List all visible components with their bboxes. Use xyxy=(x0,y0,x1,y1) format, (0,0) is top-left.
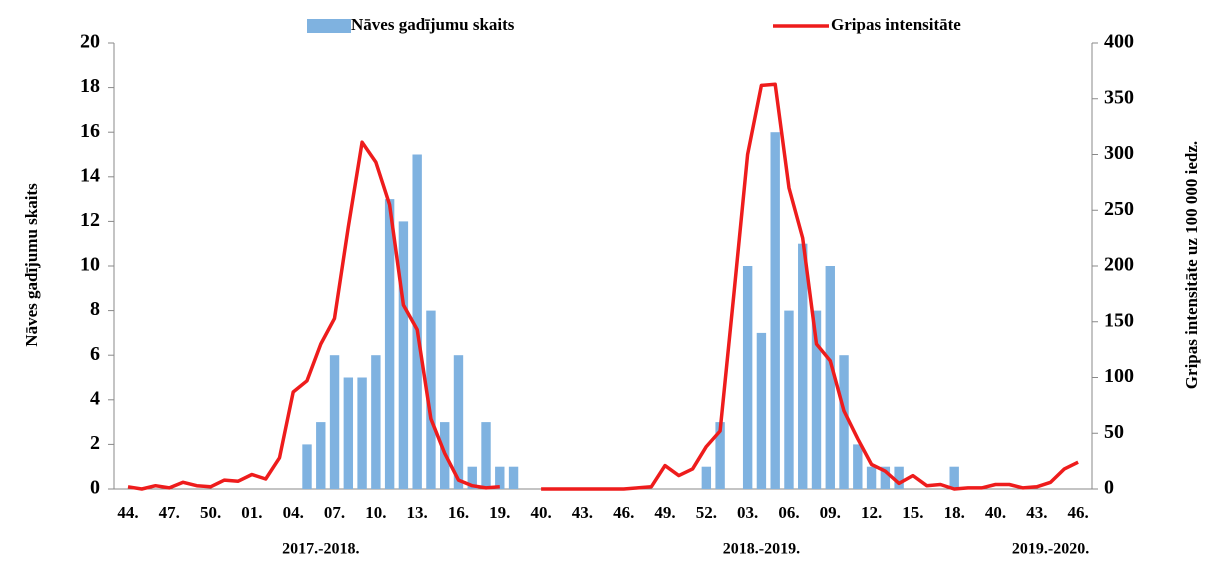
bar xyxy=(453,355,464,489)
y-tick-label: 16 xyxy=(80,120,100,142)
y2-tick-label: 0 xyxy=(1104,477,1114,499)
bar xyxy=(784,310,794,489)
bar xyxy=(839,355,849,489)
bar xyxy=(412,154,422,489)
y-tick-label: 18 xyxy=(80,75,100,97)
bar xyxy=(384,199,395,489)
y-tick-label: 6 xyxy=(90,343,100,365)
bar xyxy=(701,466,712,489)
legend-label: Gripas intensitāte xyxy=(831,15,961,34)
legend-swatch xyxy=(307,19,351,33)
bar xyxy=(508,466,519,489)
y2-tick-label: 200 xyxy=(1104,254,1134,276)
y-axis-label: Nāves gadījumu skaits xyxy=(22,183,41,347)
y-tick-label: 14 xyxy=(80,164,100,186)
x-tick-label: 06. xyxy=(778,503,799,522)
season-label: 2019.-2020. xyxy=(1012,541,1089,558)
bar xyxy=(866,466,877,489)
y2-axis-label: Gripas intensitāte uz 100 000 iedz. xyxy=(1182,141,1201,389)
bar xyxy=(343,377,354,489)
x-tick-label: 44. xyxy=(117,503,138,522)
y-tick-label: 0 xyxy=(90,477,100,499)
bar xyxy=(302,444,312,489)
y2-tick-label: 250 xyxy=(1104,198,1134,220)
bar xyxy=(357,377,367,489)
bar xyxy=(880,466,891,489)
x-tick-label: 40. xyxy=(530,503,551,522)
x-tick-label: 46. xyxy=(613,503,634,522)
y2-tick-label: 100 xyxy=(1104,365,1134,387)
bar xyxy=(481,422,491,489)
x-tick-label: 07. xyxy=(324,503,345,522)
bar xyxy=(398,221,409,489)
x-tick-label: 12. xyxy=(861,503,882,522)
x-tick-label: 47. xyxy=(159,503,180,522)
y-tick-label: 10 xyxy=(80,254,100,276)
y2-tick-label: 400 xyxy=(1104,31,1134,53)
x-tick-label: 04. xyxy=(283,503,304,522)
y2-tick-label: 300 xyxy=(1104,142,1134,164)
legend-label: Nāves gadījumu skaits xyxy=(351,15,515,34)
bar xyxy=(825,266,835,489)
bar xyxy=(371,355,381,489)
x-tick-label: 43. xyxy=(1026,503,1047,522)
y-tick-label: 2 xyxy=(90,432,100,454)
x-tick-label: 43. xyxy=(572,503,593,522)
bar xyxy=(467,466,477,489)
bar xyxy=(316,422,326,489)
x-tick-label: 52. xyxy=(696,503,717,522)
y2-tick-label: 350 xyxy=(1104,86,1134,108)
x-tick-label: 01. xyxy=(241,503,262,522)
bar xyxy=(798,243,808,489)
season-label: 2018.-2019. xyxy=(723,541,800,558)
line xyxy=(127,82,1079,491)
x-tick-label: 40. xyxy=(985,503,1006,522)
y-tick-label: 8 xyxy=(90,298,100,320)
x-tick-label: 49. xyxy=(654,503,675,522)
y2-tick-label: 50 xyxy=(1104,421,1124,443)
x-tick-label: 46. xyxy=(1068,503,1089,522)
x-tick-label: 16. xyxy=(448,503,469,522)
x-tick-label: 15. xyxy=(902,503,923,522)
bar xyxy=(894,466,904,489)
bar xyxy=(770,132,780,489)
x-tick-label: 10. xyxy=(365,503,386,522)
y-tick-label: 20 xyxy=(80,31,100,53)
bar xyxy=(426,310,436,489)
bar xyxy=(756,332,767,489)
bar xyxy=(715,422,725,489)
bar xyxy=(329,355,340,489)
y2-tick-label: 150 xyxy=(1104,309,1134,331)
season-label: 2017.-2018. xyxy=(282,541,359,558)
x-tick-label: 03. xyxy=(737,503,758,522)
y-tick-label: 12 xyxy=(80,209,100,231)
bar xyxy=(811,310,822,489)
x-tick-label: 50. xyxy=(200,503,221,522)
y-tick-label: 4 xyxy=(90,387,100,409)
x-tick-label: 18. xyxy=(944,503,965,522)
x-tick-label: 13. xyxy=(407,503,428,522)
x-tick-label: 09. xyxy=(820,503,841,522)
x-tick-label: 19. xyxy=(489,503,510,522)
bar xyxy=(742,266,753,489)
bar xyxy=(853,444,863,489)
bar xyxy=(495,466,505,489)
bar xyxy=(949,466,959,489)
